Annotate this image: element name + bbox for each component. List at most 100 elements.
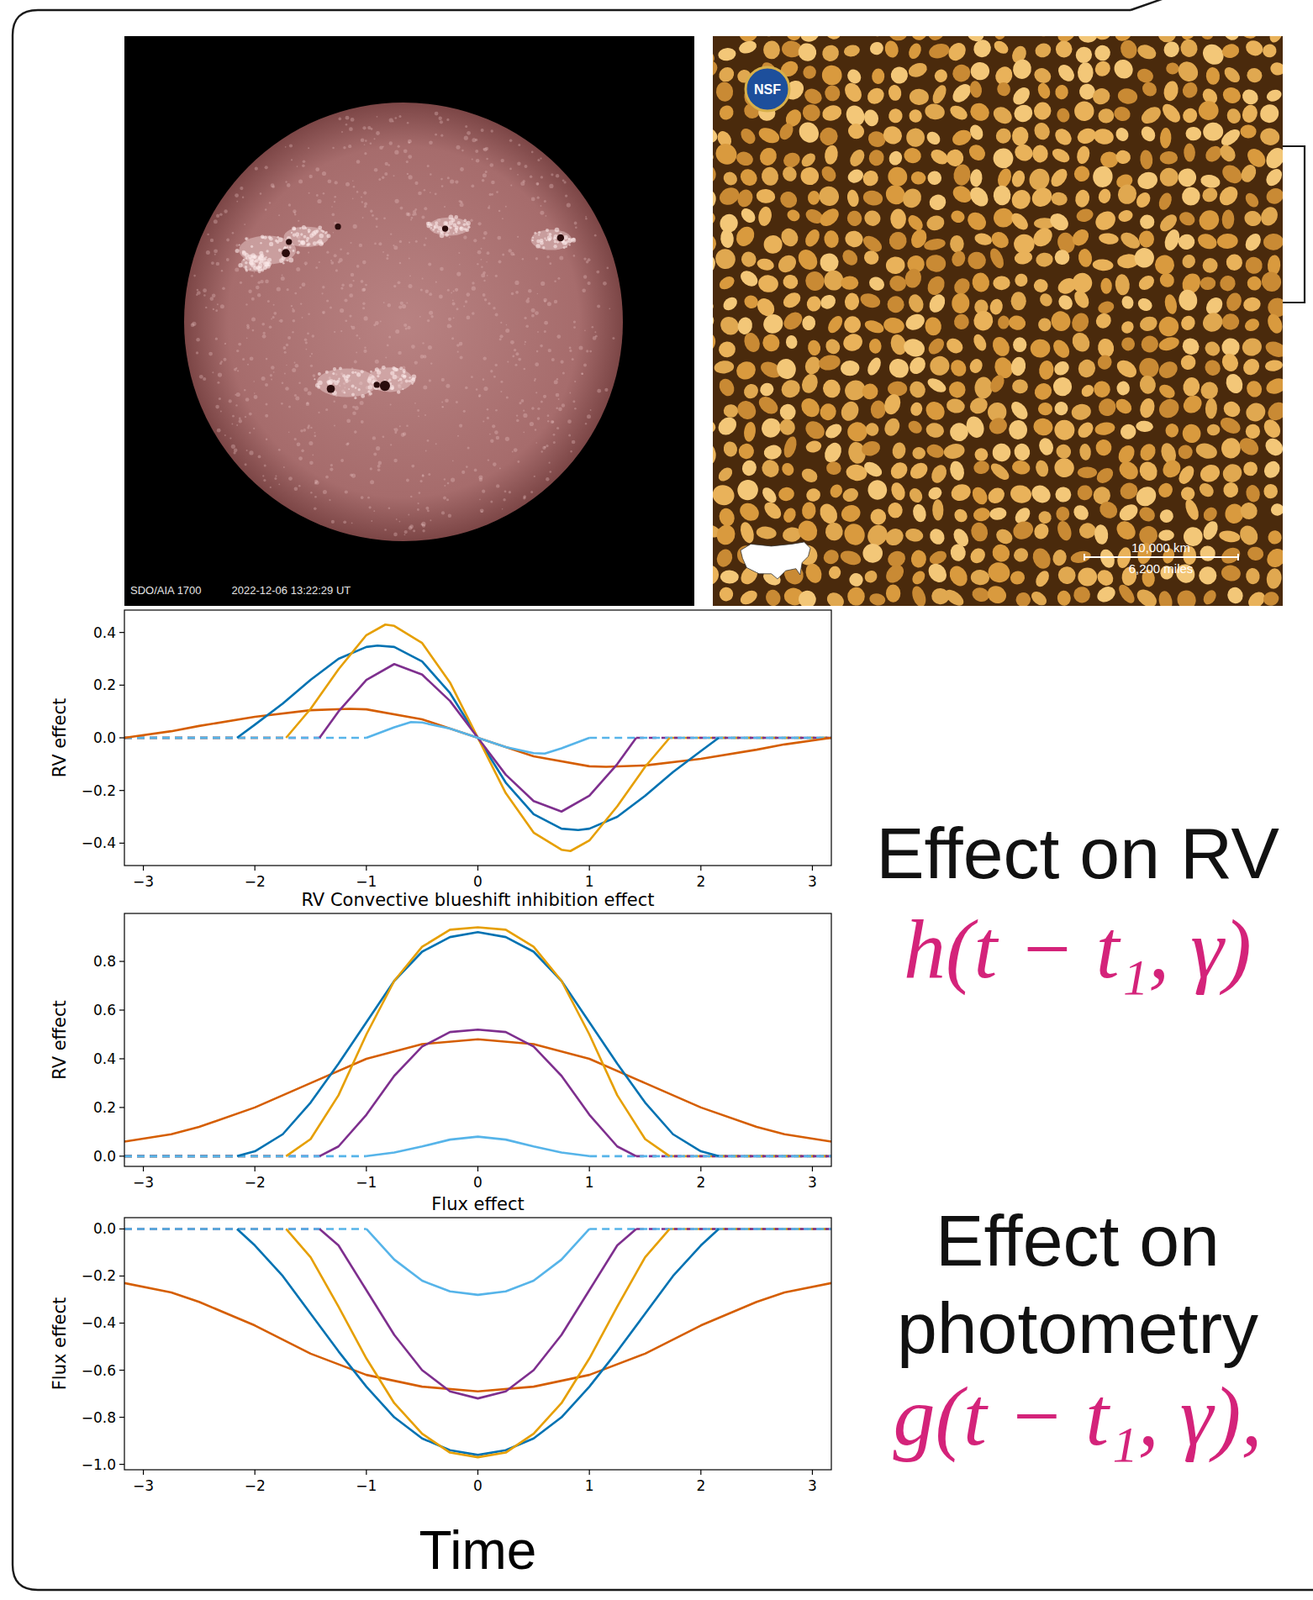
- sun-network: [594, 331, 596, 333]
- granule: [738, 126, 759, 148]
- sun-network: [427, 510, 430, 513]
- sun-network: [195, 351, 199, 354]
- granule: [1217, 142, 1240, 165]
- granule: [1096, 299, 1117, 316]
- granule: [1097, 547, 1118, 570]
- sun-network: [411, 344, 416, 349]
- sun-network: [292, 308, 295, 311]
- granule: [969, 484, 991, 507]
- granule: [840, 275, 859, 291]
- granule: [847, 147, 868, 169]
- sun-plage-grain: [453, 232, 455, 235]
- granule: [1157, 334, 1182, 353]
- sun-network: [284, 386, 290, 391]
- sun-network: [490, 129, 494, 132]
- sun-network: [392, 121, 395, 123]
- sun-network: [509, 138, 513, 143]
- granule: [1097, 108, 1114, 124]
- granule: [990, 103, 1015, 127]
- sun-plage-grain: [351, 393, 355, 397]
- sun-network: [441, 378, 445, 382]
- sun-network: [374, 137, 376, 140]
- sun-network: [585, 216, 587, 218]
- sun-network: [296, 442, 301, 447]
- sun-plage-grain: [260, 268, 264, 273]
- granule: [923, 129, 943, 148]
- granule: [888, 480, 907, 503]
- granule: [1135, 66, 1155, 85]
- sun-network: [246, 449, 248, 452]
- sun-network: [387, 303, 391, 307]
- sun-network: [249, 356, 254, 361]
- sun-network: [210, 261, 215, 265]
- sun-spot: [442, 225, 449, 232]
- sun-network: [408, 174, 413, 180]
- sun-network: [265, 437, 269, 441]
- sun-network: [236, 349, 239, 353]
- granule: [1179, 334, 1203, 359]
- granule: [1093, 523, 1110, 545]
- sun-network: [362, 126, 366, 130]
- sun-plage-grain: [274, 239, 278, 243]
- sun-network: [300, 449, 305, 454]
- sun-network: [310, 364, 313, 368]
- granule: [1136, 458, 1161, 485]
- sun-plage-grain: [307, 231, 311, 234]
- sun-network: [264, 208, 268, 211]
- sun-network: [294, 437, 297, 441]
- sun-network: [464, 386, 469, 391]
- granule: [925, 335, 948, 358]
- sun-plage-grain: [245, 257, 248, 259]
- sun-network: [218, 397, 222, 401]
- sun-network: [450, 478, 455, 483]
- sun-network: [542, 446, 546, 450]
- sun-network: [203, 294, 206, 297]
- granule: [1196, 378, 1222, 403]
- granule: [992, 275, 1011, 291]
- granule: [967, 122, 987, 143]
- granule: [802, 226, 823, 249]
- granule: [1268, 60, 1283, 78]
- sun-network: [285, 364, 288, 367]
- sun-plage-grain: [245, 268, 248, 272]
- granule: [1220, 437, 1241, 459]
- sun-network: [517, 358, 522, 362]
- granule: [841, 313, 864, 336]
- granule: [889, 64, 910, 85]
- sun-network: [558, 407, 563, 412]
- granule: [838, 36, 861, 39]
- sun-network: [516, 414, 518, 417]
- sun-network: [248, 450, 254, 455]
- granule: [712, 418, 718, 436]
- granule: [1072, 99, 1096, 122]
- granule: [1075, 484, 1094, 502]
- granule: [1240, 336, 1265, 359]
- granule: [722, 404, 739, 419]
- sun-network: [363, 152, 367, 155]
- granule: [1116, 380, 1131, 396]
- granule: [948, 459, 966, 483]
- granule: [1244, 378, 1265, 400]
- sun-network: [237, 342, 242, 347]
- granule: [839, 247, 861, 269]
- sun-network: [420, 479, 423, 483]
- granule: [712, 189, 718, 210]
- granule: [1055, 106, 1072, 124]
- sun-network: [242, 358, 245, 361]
- sun-network: [264, 279, 269, 285]
- sun-network: [341, 284, 344, 287]
- sun-plage-grain: [348, 388, 350, 391]
- sun-network: [269, 486, 272, 489]
- granule: [737, 38, 759, 56]
- granule: [1093, 421, 1116, 438]
- granule: [715, 81, 734, 103]
- sun-network: [395, 329, 400, 334]
- sun-network: [220, 360, 223, 364]
- sun-network: [435, 281, 438, 284]
- sun-network: [311, 454, 314, 457]
- sun-network: [271, 184, 275, 189]
- sun-network: [329, 468, 333, 472]
- granule: [1075, 419, 1097, 441]
- sun-network: [238, 419, 243, 423]
- granule: [967, 395, 991, 417]
